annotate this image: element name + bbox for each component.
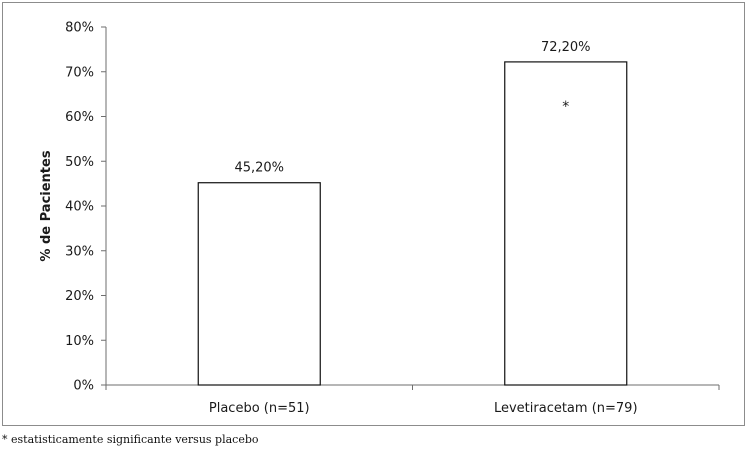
y-tick-label: 50% <box>65 155 94 170</box>
y-tick-label: 60% <box>65 110 94 125</box>
x-category-label: Levetiracetam (n=79) <box>494 401 638 416</box>
y-tick-label: 30% <box>65 244 94 259</box>
bar <box>197 182 321 386</box>
bar-chart: % de Pacientes 0% 10% 20% 30% 40% 50% 60% 70% 80… <box>2 2 745 426</box>
bar <box>504 61 628 386</box>
chart-frame <box>2 2 745 426</box>
y-tick-label: 20% <box>65 289 94 304</box>
footnote: * estatisticamente significante versus p… <box>2 433 259 446</box>
y-axis: 0% 10% 20% 30% 40% 50% 60% 70% 80% <box>65 21 107 394</box>
y-tick-label: 70% <box>65 65 94 80</box>
bar-series: 45,20% 72,20% * <box>197 40 628 386</box>
data-label: 45,20% <box>234 161 284 176</box>
y-tick-label: 0% <box>73 379 94 394</box>
y-tick-label: 40% <box>65 200 94 215</box>
significance-marker: * <box>562 99 569 115</box>
y-tick-label: 10% <box>65 334 94 349</box>
x-category-label: Placebo (n=51) <box>209 401 310 416</box>
y-tick-label: 80% <box>65 21 94 36</box>
data-label: 72,20% <box>541 40 591 55</box>
y-axis-label: % de Pacientes <box>39 150 54 261</box>
